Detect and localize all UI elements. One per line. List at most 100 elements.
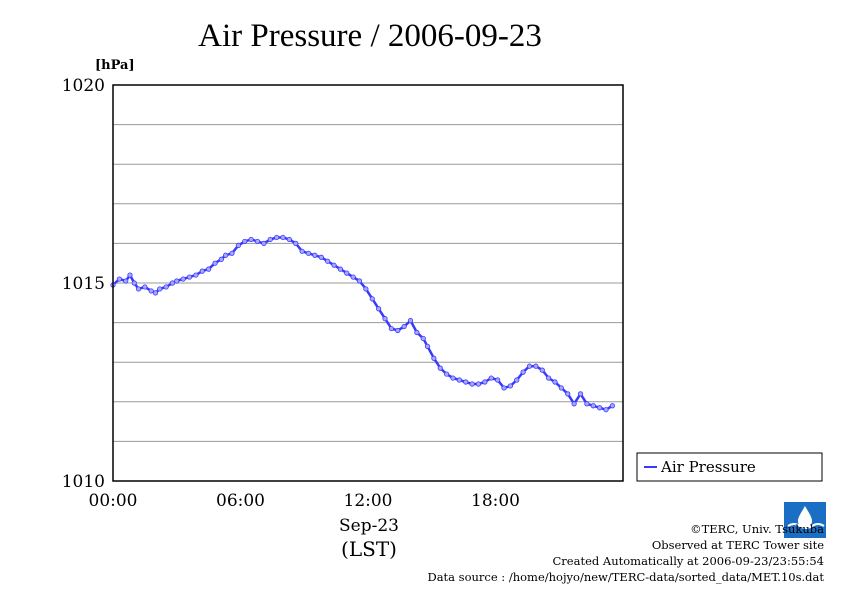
data-point xyxy=(533,363,539,369)
data-point xyxy=(218,256,224,262)
series-line xyxy=(112,236,614,411)
data-point xyxy=(414,329,420,336)
data-point xyxy=(152,290,159,296)
data-point xyxy=(407,318,414,324)
copyright-text: ©TERC, Univ. Tsukuba xyxy=(690,522,824,536)
data-point xyxy=(597,405,603,411)
data-point xyxy=(552,379,558,385)
data-point xyxy=(312,252,318,258)
data-point xyxy=(248,236,254,243)
x-axis-ticks: 00:00 06:00 12:00 18:00 xyxy=(89,491,521,511)
data-point xyxy=(344,270,350,276)
data-point xyxy=(325,258,331,264)
data-point xyxy=(514,377,520,383)
data-point xyxy=(135,286,142,292)
gridlines xyxy=(113,124,623,442)
data-point xyxy=(116,276,122,282)
data-point xyxy=(142,284,148,290)
data-point xyxy=(431,355,437,361)
data-point xyxy=(148,288,154,294)
data-point xyxy=(401,323,407,330)
data-point xyxy=(293,240,299,246)
data-point xyxy=(526,363,533,369)
data-point xyxy=(337,266,343,272)
data-point xyxy=(546,375,552,381)
created-text: Created Automatically at 2006-09-23/23:5… xyxy=(552,554,825,568)
data-point xyxy=(350,274,356,280)
data-point xyxy=(212,260,218,266)
data-point xyxy=(186,274,193,280)
x-axis-date-label: Sep-23 xyxy=(339,516,399,536)
data-point xyxy=(206,266,212,272)
data-point xyxy=(318,254,324,260)
data-point xyxy=(193,272,199,278)
y-tick-label: 1020 xyxy=(62,76,105,96)
data-point xyxy=(131,280,137,286)
data-point xyxy=(520,369,526,375)
y-tick-label: 1010 xyxy=(62,472,105,492)
data-point xyxy=(363,286,369,292)
series-layer xyxy=(110,234,615,413)
data-point xyxy=(444,371,450,377)
data-point xyxy=(590,403,596,409)
chart-title: Air Pressure / 2006-09-23 xyxy=(198,18,542,54)
plot-frame xyxy=(112,84,624,482)
data-point xyxy=(584,401,590,407)
x-tick-label: 00:00 xyxy=(89,491,138,511)
data-point xyxy=(157,286,163,292)
legend-box xyxy=(636,452,823,482)
legend: Air Pressure xyxy=(636,452,823,482)
data-point xyxy=(123,278,129,284)
data-point xyxy=(437,365,443,371)
terc-logo xyxy=(784,502,826,538)
data-point xyxy=(571,401,577,407)
data-point xyxy=(450,375,456,381)
data-point xyxy=(286,236,292,243)
data-point xyxy=(558,385,564,391)
data-point xyxy=(235,242,241,248)
data-point xyxy=(376,306,382,312)
data-point xyxy=(199,268,205,274)
data-point xyxy=(609,403,615,409)
data-point xyxy=(261,240,267,246)
observed-text: Observed at TERC Tower site xyxy=(651,538,824,552)
data-point xyxy=(331,262,337,268)
data-point xyxy=(475,381,482,387)
data-point xyxy=(274,234,280,241)
data-point xyxy=(163,284,169,290)
x-axis-timezone-label: (LST) xyxy=(341,537,397,561)
data-point xyxy=(299,248,305,254)
data-source-text: Data source : /home/hojyo/new/TERC-data/… xyxy=(427,570,824,584)
data-point xyxy=(229,250,235,256)
data-point xyxy=(488,375,494,381)
data-point xyxy=(305,250,312,256)
x-tick-label: 12:00 xyxy=(344,491,393,511)
y-tick-label: 1015 xyxy=(62,274,105,294)
data-point xyxy=(424,343,431,349)
data-point xyxy=(482,379,488,385)
data-point xyxy=(169,280,176,286)
data-point xyxy=(456,377,462,383)
data-point xyxy=(280,234,286,241)
data-point xyxy=(495,377,501,383)
x-tick-label: 06:00 xyxy=(216,491,265,511)
data-point xyxy=(501,385,507,391)
data-point xyxy=(577,391,584,397)
data-point xyxy=(174,278,180,284)
data-point xyxy=(267,236,273,243)
data-point xyxy=(395,327,401,334)
data-point xyxy=(223,252,229,258)
data-point xyxy=(369,296,375,302)
data-point xyxy=(539,367,545,373)
data-point xyxy=(388,325,394,332)
data-point xyxy=(507,383,513,389)
x-tick-label: 18:00 xyxy=(471,491,520,511)
data-point xyxy=(463,379,469,385)
data-point xyxy=(180,276,186,282)
y-axis-ticks: 1010 1015 1020 xyxy=(62,76,105,492)
data-point xyxy=(254,238,261,245)
data-point xyxy=(565,391,571,397)
data-point xyxy=(420,335,426,342)
credits-block: ©TERC, Univ. Tsukuba Observed at TERC To… xyxy=(427,521,824,585)
